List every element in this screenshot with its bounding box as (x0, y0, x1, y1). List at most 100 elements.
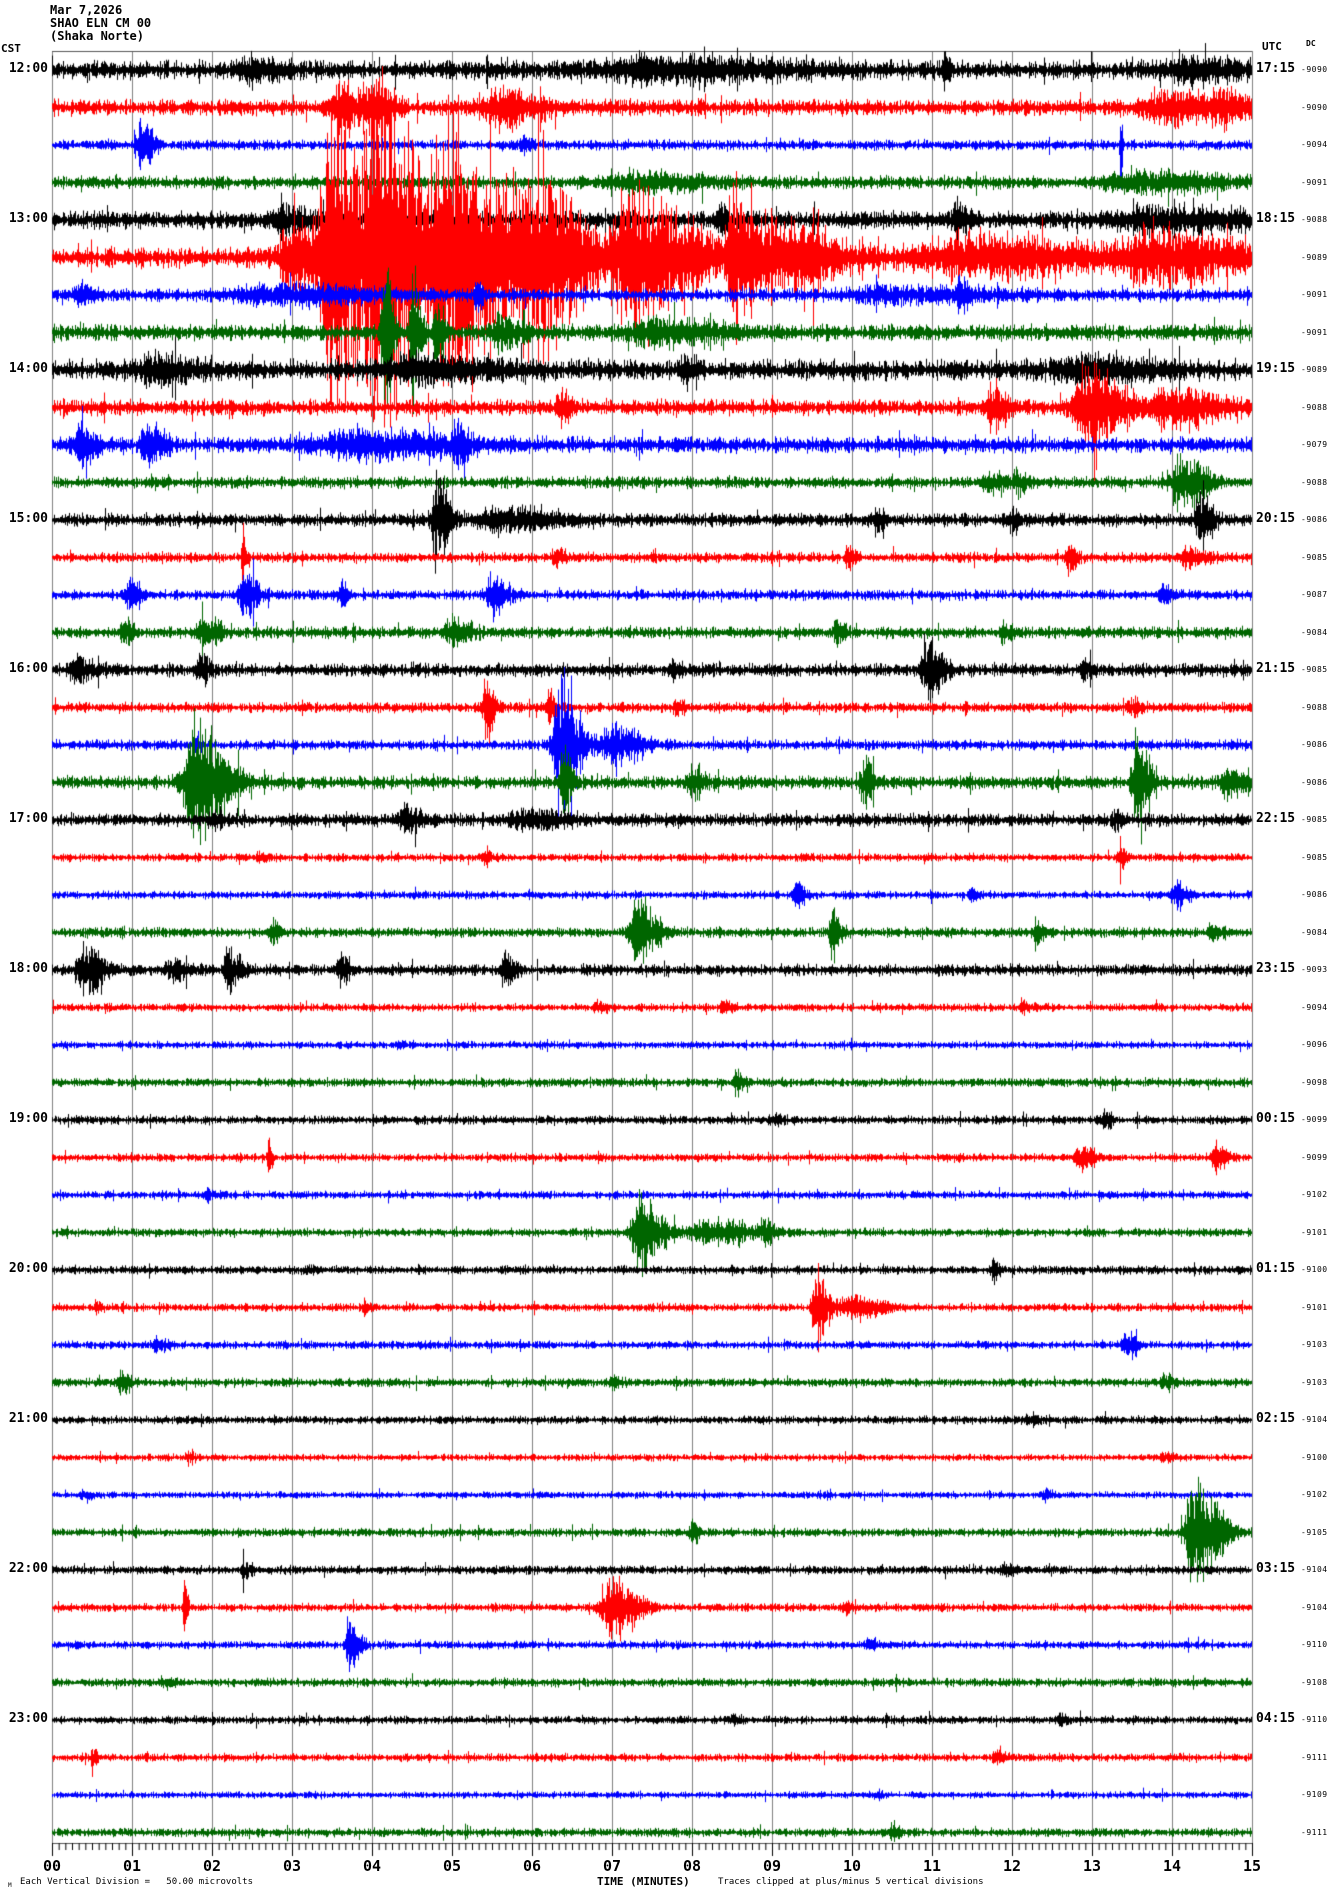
cst-hour-label: 16:00 (8, 661, 48, 676)
division-scale-note: Each Vertical Division = 50.00 microvolt… (20, 1877, 253, 1887)
dc-offset-value: -9085 (1301, 552, 1328, 562)
utc-hour-label: 03:15 (1256, 1561, 1296, 1576)
utc-hour-label: 20:15 (1256, 511, 1296, 526)
dc-offset-value: -9108 (1301, 1677, 1328, 1687)
dc-offset-value: -9100 (1301, 1265, 1328, 1274)
clip-note: Traces clipped at plus/minus 5 vertical … (718, 1877, 984, 1887)
dc-offset-value: -9088 (1301, 702, 1328, 712)
minute-tick-label: 11 (922, 1857, 942, 1875)
minute-tick-label: 10 (842, 1857, 862, 1875)
minute-tick-label: 02 (202, 1857, 222, 1875)
cst-hour-label: 22:00 (8, 1561, 48, 1576)
dc-offset-value: -9093 (1301, 965, 1328, 974)
utc-hour-label: 04:15 (1256, 1711, 1296, 1726)
dc-offset-value: -9084 (1301, 627, 1328, 637)
cst-hour-label: 21:00 (8, 1411, 48, 1426)
dc-offset-value: -9098 (1301, 1077, 1328, 1087)
dc-offset-value: -9096 (1301, 1040, 1328, 1049)
dc-offset-value: -9104 (1301, 1602, 1328, 1612)
minute-tick-label: 04 (362, 1857, 382, 1875)
dc-offset-value: -9094 (1301, 140, 1328, 149)
utc-header: UTC (1262, 40, 1282, 53)
minute-tick-label: 00 (42, 1857, 62, 1875)
minute-tick-label: 12 (1002, 1857, 1022, 1875)
dc-offset-value: -9101 (1301, 1302, 1328, 1312)
dc-offset-value: -9100 (1301, 1452, 1328, 1462)
utc-hour-label: 01:15 (1256, 1261, 1296, 1276)
utc-hour-label: 00:15 (1256, 1111, 1296, 1126)
dc-offset-value: -9091 (1301, 290, 1328, 299)
dc-offset-value: -9102 (1301, 1490, 1328, 1499)
dc-offset-value: -9086 (1301, 777, 1328, 787)
cst-hour-label: 19:00 (8, 1111, 48, 1126)
dc-offset-value: -9084 (1301, 927, 1328, 937)
header-date: Mar 7,2026 (50, 3, 123, 17)
dc-offset-value: -9099 (1301, 1152, 1328, 1162)
dc-offset-value: -9088 (1301, 402, 1328, 412)
minute-tick-label: 15 (1242, 1857, 1262, 1875)
dc-offset-value: -9089 (1301, 252, 1328, 262)
cst-hour-label: 13:00 (8, 211, 48, 226)
utc-hour-label: 02:15 (1256, 1411, 1296, 1426)
minute-tick-label: 13 (1082, 1857, 1102, 1875)
cst-hour-label: 17:00 (8, 811, 48, 826)
dc-offset-value: -9109 (1301, 1790, 1328, 1799)
dc-offset-value: -9111 (1301, 1752, 1328, 1762)
dc-offset-value: -9090 (1301, 102, 1328, 112)
dc-offset-value: -9085 (1301, 852, 1328, 862)
dc-offset-value: -9091 (1301, 327, 1328, 337)
cst-header: CST (1, 42, 21, 55)
minute-tick-label: 14 (1162, 1857, 1182, 1875)
dc-offset-value: -9088 (1301, 477, 1328, 487)
dc-offset-value: -9085 (1301, 665, 1328, 674)
utc-hour-label: 23:15 (1256, 961, 1296, 976)
dc-offset-value: -9103 (1301, 1340, 1328, 1349)
dc-offset-value: -9086 (1301, 515, 1328, 524)
dc-offset-value: -9110 (1301, 1715, 1328, 1724)
minute-tick-label: 07 (602, 1857, 622, 1875)
cst-hour-label: 20:00 (8, 1261, 48, 1276)
dc-header: DC (1306, 39, 1316, 48)
footer-mark: M (8, 1882, 12, 1889)
utc-hour-label: 17:15 (1256, 61, 1296, 76)
dc-offset-value: -9111 (1301, 1827, 1328, 1837)
dc-offset-value: -9090 (1301, 65, 1328, 74)
cst-hour-label: 14:00 (8, 361, 48, 376)
minute-tick-label: 09 (762, 1857, 782, 1875)
dc-offset-value: -9091 (1301, 177, 1328, 187)
utc-hour-label: 22:15 (1256, 811, 1296, 826)
dc-offset-value: -9102 (1301, 1190, 1328, 1199)
cst-hour-label: 12:00 (8, 61, 48, 76)
utc-hour-label: 19:15 (1256, 361, 1296, 376)
dc-offset-value: -9105 (1301, 1527, 1328, 1537)
minute-tick-label: 01 (122, 1857, 142, 1875)
cst-hour-label: 18:00 (8, 961, 48, 976)
dc-offset-value: -9110 (1301, 1640, 1328, 1649)
dc-offset-value: -9103 (1301, 1377, 1328, 1387)
dc-offset-value: -9099 (1301, 1115, 1328, 1124)
header-location: (Shaka Norte) (50, 29, 144, 43)
dc-offset-value: -9094 (1301, 1002, 1328, 1012)
dc-offset-value: -9089 (1301, 365, 1328, 374)
dc-offset-value: -9086 (1301, 740, 1328, 749)
dc-offset-value: -9086 (1301, 890, 1328, 899)
cst-hour-label: 23:00 (8, 1711, 48, 1726)
dc-offset-value: -9101 (1301, 1227, 1328, 1237)
dc-offset-value: -9087 (1301, 590, 1328, 599)
dc-offset-value: -9079 (1301, 440, 1328, 449)
dc-offset-value: -9104 (1301, 1415, 1328, 1424)
minute-tick-label: 06 (522, 1857, 542, 1875)
dc-offset-value: -9104 (1301, 1565, 1328, 1574)
x-axis-title: TIME (MINUTES) (597, 1875, 690, 1888)
minute-tick-label: 08 (682, 1857, 702, 1875)
utc-hour-label: 18:15 (1256, 211, 1296, 226)
minute-tick-label: 05 (442, 1857, 462, 1875)
dc-offset-value: -9088 (1301, 215, 1328, 224)
cst-hour-label: 15:00 (8, 511, 48, 526)
header-station: SHAO ELN CM 00 (50, 16, 152, 30)
minute-tick-label: 03 (282, 1857, 302, 1875)
utc-hour-label: 21:15 (1256, 661, 1296, 676)
dc-offset-value: -9085 (1301, 815, 1328, 824)
